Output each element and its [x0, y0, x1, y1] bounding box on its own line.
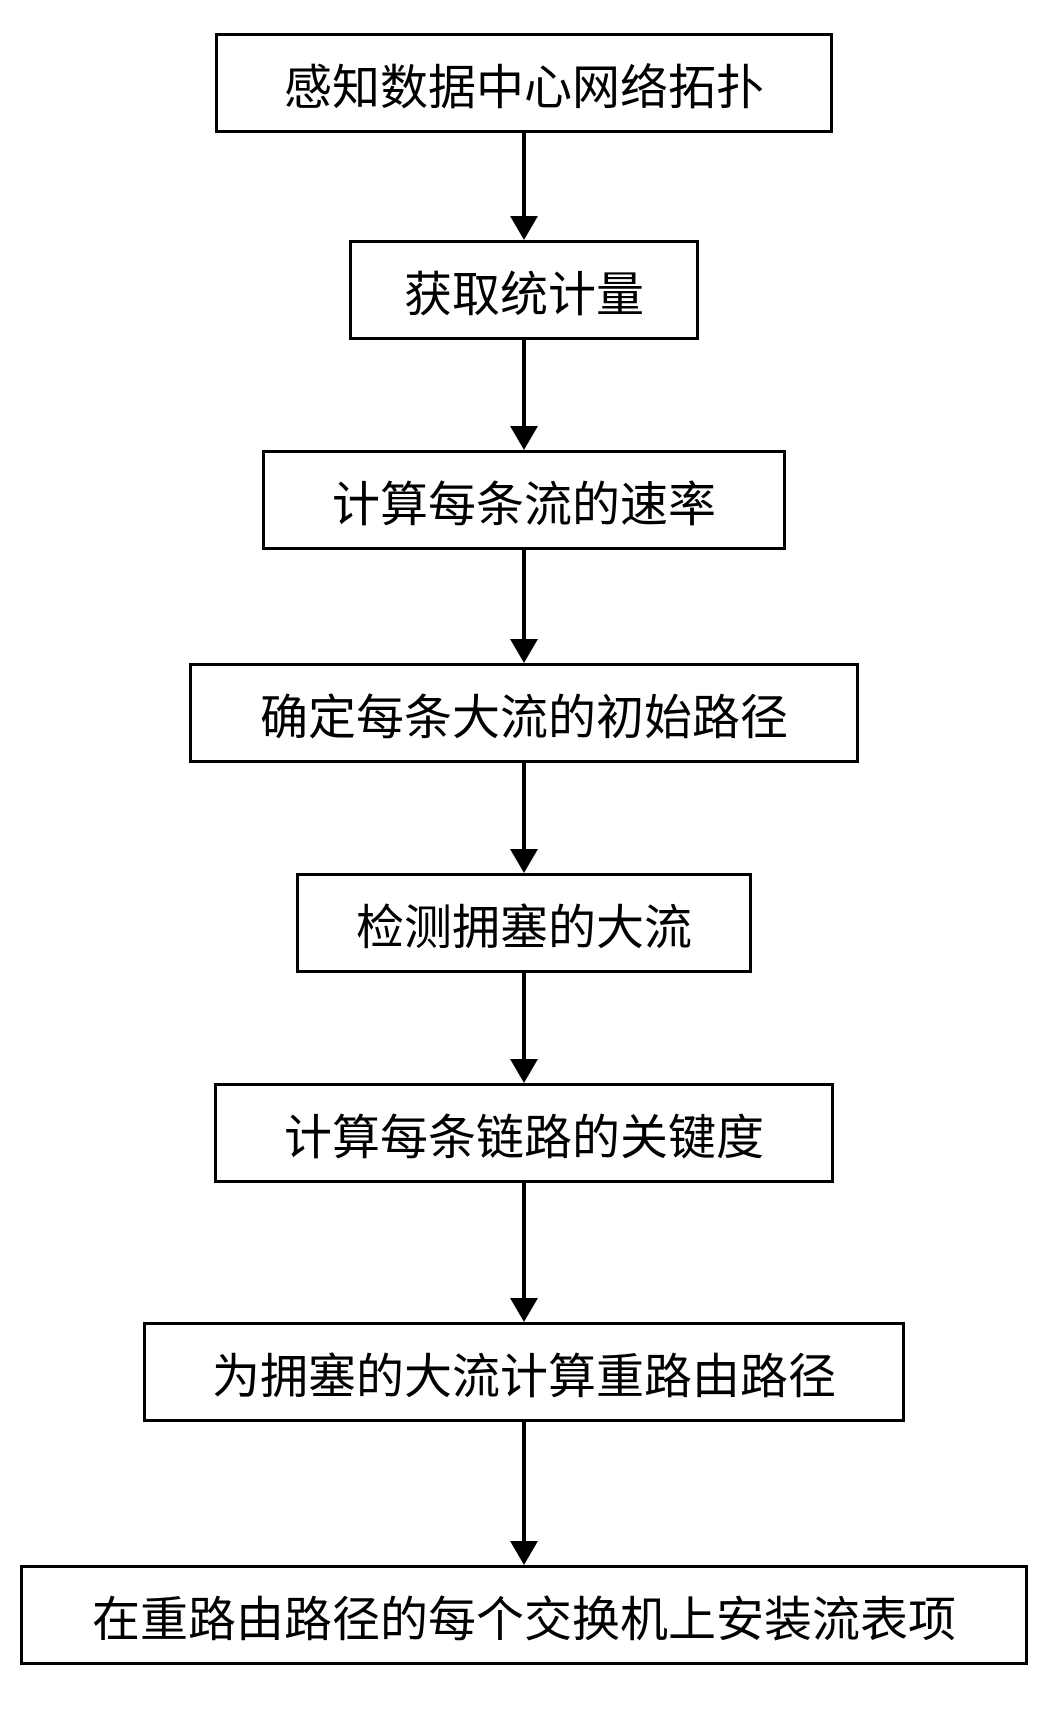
arrow-head-icon	[510, 1541, 538, 1565]
arrow-line	[522, 133, 526, 216]
flowchart-node-label: 感知数据中心网络拓扑	[284, 48, 764, 118]
flowchart-node-3: 计算每条流的速率	[262, 450, 786, 550]
arrow-line	[522, 763, 526, 849]
flowchart-node-4: 确定每条大流的初始路径	[189, 663, 859, 763]
flowchart-node-2: 获取统计量	[349, 240, 699, 340]
flowchart-node-label: 确定每条大流的初始路径	[260, 678, 788, 748]
arrow-head-icon	[510, 639, 538, 663]
arrow-line	[522, 550, 526, 639]
flowchart-node-1: 感知数据中心网络拓扑	[215, 33, 833, 133]
flowchart-node-label: 计算每条链路的关键度	[284, 1098, 764, 1168]
flowchart-node-label: 计算每条流的速率	[332, 465, 716, 535]
arrow-line	[522, 340, 526, 426]
arrow-head-icon	[510, 426, 538, 450]
flowchart-node-6: 计算每条链路的关键度	[214, 1083, 834, 1183]
arrow-head-icon	[510, 216, 538, 240]
arrow-line	[522, 973, 526, 1059]
flowchart-node-label: 获取统计量	[404, 255, 644, 325]
arrow-head-icon	[510, 1059, 538, 1083]
arrow-head-icon	[510, 849, 538, 873]
flowchart-container: 感知数据中心网络拓扑获取统计量计算每条流的速率确定每条大流的初始路径检测拥塞的大…	[0, 0, 1047, 1711]
arrow-head-icon	[510, 1298, 538, 1322]
flowchart-node-8: 在重路由路径的每个交换机上安装流表项	[20, 1565, 1028, 1665]
arrow-line	[522, 1422, 526, 1541]
flowchart-node-7: 为拥塞的大流计算重路由路径	[143, 1322, 905, 1422]
flowchart-node-label: 为拥塞的大流计算重路由路径	[212, 1337, 836, 1407]
flowchart-node-5: 检测拥塞的大流	[296, 873, 752, 973]
arrow-line	[522, 1183, 526, 1298]
flowchart-node-label: 检测拥塞的大流	[356, 888, 692, 958]
flowchart-node-label: 在重路由路径的每个交换机上安装流表项	[92, 1580, 956, 1650]
